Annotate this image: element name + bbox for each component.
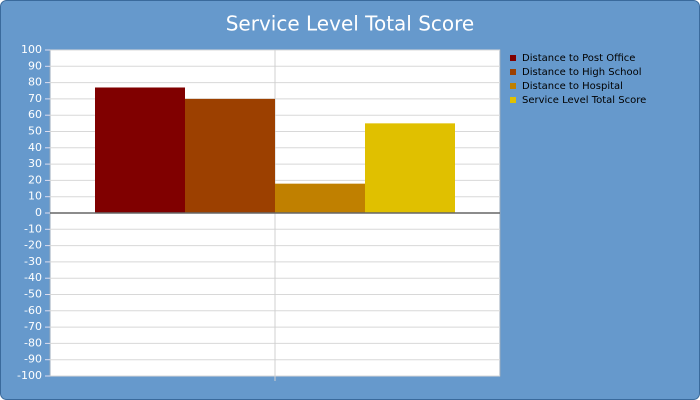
legend-swatch	[510, 83, 516, 89]
y-tick-label: 50	[28, 125, 42, 138]
y-tick-label: 60	[28, 108, 42, 121]
bar	[185, 98, 275, 213]
bar	[95, 87, 185, 213]
y-tick-label: 100	[21, 43, 42, 56]
y-tick-label: 80	[28, 76, 42, 89]
legend-label: Distance to High School	[522, 67, 641, 78]
y-tick-label: -50	[24, 288, 42, 301]
legend-swatch	[510, 55, 516, 61]
legend-label: Distance to Post Office	[522, 53, 635, 64]
y-tick-label: -90	[24, 353, 42, 366]
y-tick-label: 30	[28, 157, 42, 170]
y-tick-label: 40	[28, 141, 42, 154]
y-tick-label: -20	[24, 239, 42, 252]
legend-swatch	[510, 97, 516, 103]
y-tick-label: -10	[24, 222, 42, 235]
legend-swatch	[510, 69, 516, 75]
bar	[365, 123, 455, 213]
y-tick-label: -80	[24, 336, 42, 349]
y-tick-label: -100	[17, 369, 42, 382]
y-tick-label: -60	[24, 304, 42, 317]
legend-label: Service Level Total Score	[522, 95, 646, 106]
bar	[275, 183, 365, 213]
y-tick-label: -30	[24, 255, 42, 268]
y-tick-label: 20	[28, 173, 42, 186]
y-tick-label: 70	[28, 92, 42, 105]
y-tick-label: -70	[24, 320, 42, 333]
chart-title: Service Level Total Score	[226, 12, 475, 36]
legend-label: Distance to Hospital	[522, 81, 623, 92]
y-tick-label: 10	[28, 190, 42, 203]
y-tick-label: -40	[24, 271, 42, 284]
y-tick-label: 90	[28, 59, 42, 72]
y-tick-label: 0	[35, 206, 42, 219]
